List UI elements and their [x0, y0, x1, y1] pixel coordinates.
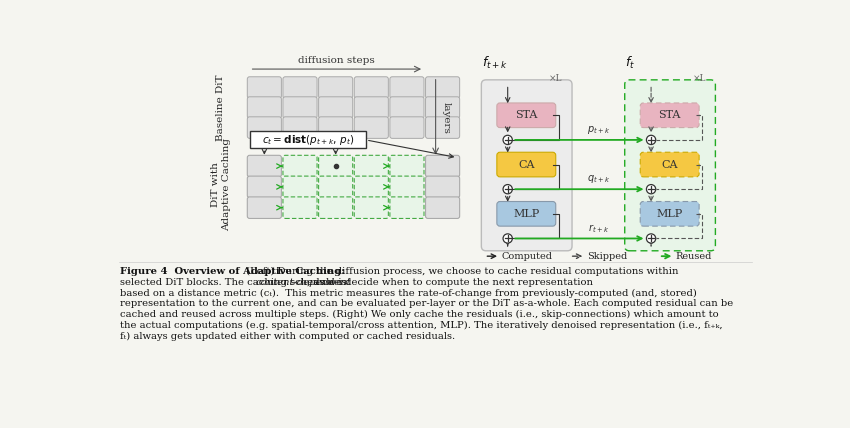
FancyBboxPatch shape — [497, 202, 556, 226]
Text: selected DiT blocks. The caching schedule is: selected DiT blocks. The caching schedul… — [120, 278, 350, 287]
Text: $r_{t+k}$: $r_{t+k}$ — [588, 222, 609, 235]
Text: Skipped: Skipped — [586, 252, 627, 261]
FancyBboxPatch shape — [426, 176, 460, 198]
FancyBboxPatch shape — [319, 117, 353, 138]
FancyBboxPatch shape — [354, 176, 388, 198]
Text: diffusion steps: diffusion steps — [298, 56, 375, 65]
FancyBboxPatch shape — [319, 97, 353, 119]
Text: Figure 4  Overview of Adaptive Caching:: Figure 4 Overview of Adaptive Caching: — [120, 267, 345, 276]
FancyBboxPatch shape — [319, 176, 353, 198]
FancyBboxPatch shape — [354, 97, 388, 119]
Text: STA: STA — [659, 110, 681, 120]
FancyBboxPatch shape — [354, 197, 388, 218]
FancyBboxPatch shape — [497, 152, 556, 177]
FancyBboxPatch shape — [247, 155, 281, 177]
FancyBboxPatch shape — [390, 155, 424, 177]
Text: MLP: MLP — [513, 209, 540, 219]
FancyBboxPatch shape — [390, 197, 424, 218]
FancyBboxPatch shape — [283, 77, 317, 98]
FancyBboxPatch shape — [426, 155, 460, 177]
FancyBboxPatch shape — [354, 117, 388, 138]
FancyBboxPatch shape — [426, 117, 460, 138]
Circle shape — [646, 234, 655, 243]
FancyBboxPatch shape — [390, 176, 424, 198]
Text: cached and reused across multiple steps. (Right) We only cache the residuals (i.: cached and reused across multiple steps.… — [120, 310, 719, 319]
Text: MLP: MLP — [656, 209, 683, 219]
FancyBboxPatch shape — [390, 97, 424, 119]
Text: Reused: Reused — [676, 252, 712, 261]
Text: layers: layers — [442, 101, 450, 134]
FancyBboxPatch shape — [283, 97, 317, 119]
Text: CA: CA — [661, 160, 678, 169]
Text: (Left) During the diffusion process, we choose to cache residual computations wi: (Left) During the diffusion process, we … — [242, 267, 678, 276]
FancyBboxPatch shape — [247, 197, 281, 218]
FancyBboxPatch shape — [319, 77, 353, 98]
FancyBboxPatch shape — [319, 197, 353, 218]
Circle shape — [646, 184, 655, 194]
Text: $q_{t+k}$: $q_{t+k}$ — [586, 173, 610, 185]
FancyBboxPatch shape — [640, 152, 699, 177]
Text: , as we decide when to compute the next representation: , as we decide when to compute the next … — [307, 278, 592, 287]
FancyBboxPatch shape — [247, 97, 281, 119]
FancyBboxPatch shape — [640, 202, 699, 226]
Circle shape — [503, 234, 513, 243]
FancyBboxPatch shape — [426, 77, 460, 98]
Text: $c_t = \mathbf{dist}(p_{t+k},\, p_t)$: $c_t = \mathbf{dist}(p_{t+k},\, p_t)$ — [262, 133, 354, 147]
FancyBboxPatch shape — [247, 176, 281, 198]
FancyBboxPatch shape — [283, 117, 317, 138]
FancyBboxPatch shape — [390, 77, 424, 98]
Text: Computed: Computed — [502, 252, 552, 261]
Text: based on a distance metric (cₜ).  This metric measures the rate-of-change from p: based on a distance metric (cₜ). This me… — [120, 288, 697, 297]
Circle shape — [646, 135, 655, 145]
FancyBboxPatch shape — [426, 197, 460, 218]
Text: Baseline DiT: Baseline DiT — [217, 74, 225, 141]
FancyBboxPatch shape — [481, 80, 572, 251]
FancyBboxPatch shape — [354, 77, 388, 98]
Circle shape — [503, 184, 513, 194]
Text: fₜ) always gets updated either with computed or cached residuals.: fₜ) always gets updated either with comp… — [120, 332, 456, 341]
Text: $f_t$: $f_t$ — [626, 54, 636, 71]
Text: DiT with
Adaptive Caching: DiT with Adaptive Caching — [211, 138, 231, 231]
Text: ×L: ×L — [693, 74, 706, 83]
FancyBboxPatch shape — [283, 197, 317, 218]
Text: $f_{t+k}$: $f_{t+k}$ — [482, 54, 508, 71]
FancyBboxPatch shape — [640, 103, 699, 128]
Circle shape — [503, 135, 513, 145]
Text: STA: STA — [515, 110, 537, 120]
FancyBboxPatch shape — [247, 117, 281, 138]
FancyBboxPatch shape — [390, 117, 424, 138]
FancyBboxPatch shape — [319, 155, 353, 177]
Text: representation to the current one, and can be evaluated per-layer or the DiT as-: representation to the current one, and c… — [120, 299, 734, 308]
FancyBboxPatch shape — [426, 97, 460, 119]
FancyBboxPatch shape — [354, 155, 388, 177]
Text: the actual computations (e.g. spatial-temporal/cross attention, MLP). The iterat: the actual computations (e.g. spatial-te… — [120, 321, 722, 330]
Text: CA: CA — [518, 160, 535, 169]
Text: $p_{t+k}$: $p_{t+k}$ — [586, 124, 610, 136]
FancyBboxPatch shape — [247, 77, 281, 98]
FancyBboxPatch shape — [625, 80, 716, 251]
FancyBboxPatch shape — [283, 155, 317, 177]
Text: ×L: ×L — [549, 74, 563, 83]
FancyBboxPatch shape — [283, 176, 317, 198]
Bar — [250, 131, 366, 149]
FancyBboxPatch shape — [497, 103, 556, 128]
Text: content-dependent: content-dependent — [256, 278, 351, 287]
